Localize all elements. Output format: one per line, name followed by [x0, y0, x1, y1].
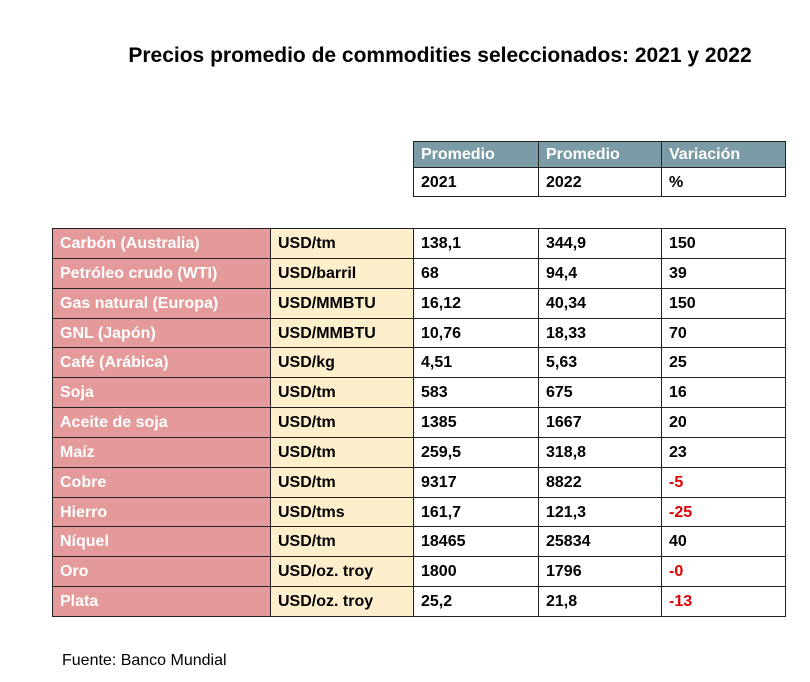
value-cell: 21,8	[538, 586, 662, 617]
value-cell: 583	[413, 377, 539, 409]
header-label: Promedio	[413, 141, 539, 168]
value-cell: 318,8	[538, 436, 662, 468]
commodity-name: Oro	[52, 556, 271, 588]
header-label: Promedio	[538, 141, 662, 168]
value-cell: 5,63	[538, 347, 662, 379]
source: Fuente: Banco Mundial	[62, 652, 227, 669]
unit: USD/tm	[270, 436, 414, 468]
value-cell: 161,7	[413, 496, 539, 528]
variation: -25	[661, 496, 786, 528]
value-cell: 121,3	[538, 496, 662, 528]
commodity-name: Gas natural (Europa)	[52, 287, 271, 319]
value-cell: 259,5	[413, 436, 539, 468]
variation: 70	[661, 317, 786, 349]
value-cell: 68	[413, 257, 539, 289]
commodity-name: Plata	[52, 586, 271, 617]
commodity-name: Café (Arábica)	[52, 347, 271, 379]
value-cell: 18,33	[538, 317, 662, 349]
header-label: Variación	[661, 141, 786, 168]
value-cell: 16,12	[413, 287, 539, 319]
value-cell: 138,1	[413, 228, 539, 259]
value-cell: 94,4	[538, 257, 662, 289]
value-cell: 10,76	[413, 317, 539, 349]
commodity-name: Aceite de soja	[52, 407, 271, 438]
commodity-name: Cobre	[52, 466, 271, 498]
unit: USD/oz. troy	[270, 586, 414, 617]
value-cell: 25,2	[413, 586, 539, 617]
header-year: %	[661, 167, 786, 197]
value-cell: 40,34	[538, 287, 662, 319]
unit: USD/barril	[270, 257, 414, 289]
value-cell: 1385	[413, 407, 539, 438]
value-cell: 1796	[538, 556, 662, 588]
value-cell: 675	[538, 377, 662, 409]
variation: -0	[661, 556, 786, 588]
commodity-name: Carbón (Australia)	[52, 228, 271, 259]
unit: USD/MMBTU	[270, 317, 414, 349]
unit: USD/tm	[270, 377, 414, 409]
title: Precios promedio de commodities seleccio…	[128, 44, 752, 67]
variation: -5	[661, 466, 786, 498]
variation: 40	[661, 526, 786, 558]
variation: 150	[661, 228, 786, 259]
value-cell: 4,51	[413, 347, 539, 379]
variation: 23	[661, 436, 786, 468]
unit: USD/tm	[270, 526, 414, 558]
value-cell: 1800	[413, 556, 539, 588]
unit: USD/tm	[270, 407, 414, 438]
variation: 150	[661, 287, 786, 319]
variation: -13	[661, 586, 786, 617]
commodity-name: Maíz	[52, 436, 271, 468]
commodity-name: Petróleo crudo (WTI)	[52, 257, 271, 289]
unit: USD/kg	[270, 347, 414, 379]
commodity-name: Hierro	[52, 496, 271, 528]
value-cell: 8822	[538, 466, 662, 498]
unit: USD/tm	[270, 466, 414, 498]
value-cell: 18465	[413, 526, 539, 558]
value-cell: 25834	[538, 526, 662, 558]
commodity-name: GNL (Japón)	[52, 317, 271, 349]
value-cell: 344,9	[538, 228, 662, 259]
unit: USD/oz. troy	[270, 556, 414, 588]
value-cell: 9317	[413, 466, 539, 498]
unit: USD/tm	[270, 228, 414, 259]
variation: 25	[661, 347, 786, 379]
value-cell: 1667	[538, 407, 662, 438]
unit: USD/tms	[270, 496, 414, 528]
header-year: 2021	[413, 167, 539, 197]
commodity-name: Níquel	[52, 526, 271, 558]
header-year: 2022	[538, 167, 662, 197]
variation: 16	[661, 377, 786, 409]
variation: 20	[661, 407, 786, 438]
unit: USD/MMBTU	[270, 287, 414, 319]
variation: 39	[661, 257, 786, 289]
commodity-name: Soja	[52, 377, 271, 409]
